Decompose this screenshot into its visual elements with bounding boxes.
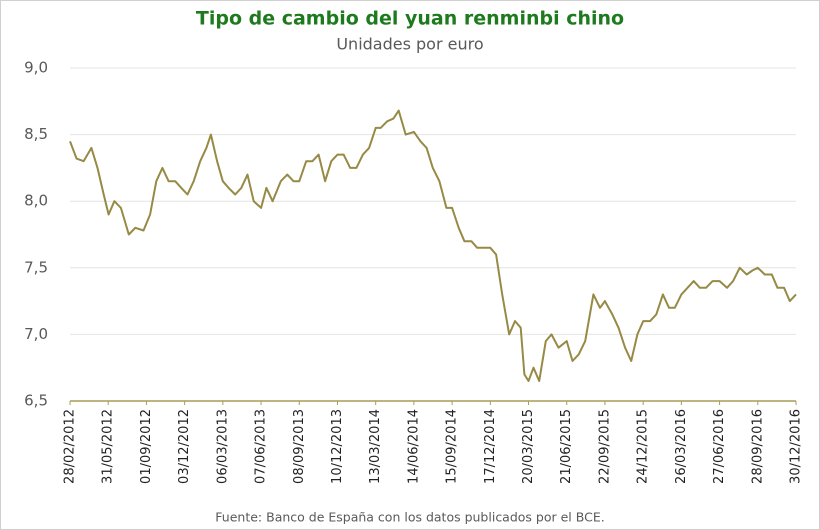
x-tick-label: 30/12/2016: [789, 409, 804, 484]
y-tick-label: 8,5: [24, 125, 48, 143]
chart-subtitle: Unidades por euro: [336, 35, 483, 54]
chart-title: Tipo de cambio del yuan renminbi chino: [196, 8, 624, 30]
x-tick-label: 06/03/2013: [215, 409, 230, 484]
x-tick-label: 31/05/2012: [101, 409, 116, 484]
x-tick-label: 08/09/2013: [292, 409, 307, 484]
x-tick-label: 22/09/2015: [597, 409, 612, 484]
y-tick-label: 8,0: [24, 192, 48, 210]
series-line: [69, 109, 797, 382]
x-tick-label: 26/03/2016: [674, 409, 689, 484]
x-tick-label: 13/03/2014: [368, 409, 383, 484]
y-tick-label: 7,5: [24, 258, 48, 276]
x-tick-label: 27/06/2016: [712, 409, 727, 484]
x-tick-label: 28/02/2012: [63, 409, 78, 484]
x-tick-label: 10/12/2013: [330, 409, 345, 484]
x-tick-label: 15/09/2014: [445, 409, 460, 484]
x-tick-label: 20/03/2015: [521, 409, 536, 484]
x-tick-label: 17/12/2014: [483, 409, 498, 484]
y-tick-label: 7,0: [24, 325, 48, 343]
y-tick-label: 9,0: [24, 59, 48, 77]
x-tick-label: 28/09/2016: [750, 409, 765, 484]
x-tick-label: 03/12/2012: [177, 409, 192, 484]
x-tick-label: 24/12/2015: [636, 409, 651, 484]
y-tick-label: 6,5: [24, 392, 48, 410]
x-tick-label: 14/06/2014: [406, 409, 421, 484]
x-tick-label: 21/06/2015: [559, 409, 574, 484]
x-tick-label: 07/06/2013: [254, 409, 269, 484]
source-note: Fuente: Banco de España con los datos pu…: [215, 510, 604, 525]
x-tick-label: 01/09/2012: [139, 409, 154, 484]
